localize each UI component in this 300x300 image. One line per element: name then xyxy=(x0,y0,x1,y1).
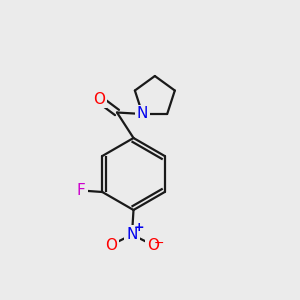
Text: N: N xyxy=(137,106,148,122)
Text: N: N xyxy=(126,227,138,242)
Text: +: + xyxy=(133,220,144,234)
Text: O: O xyxy=(105,238,117,253)
Text: F: F xyxy=(77,183,86,198)
Text: O: O xyxy=(93,92,105,106)
Text: O: O xyxy=(147,238,159,253)
Text: −: − xyxy=(154,237,164,250)
